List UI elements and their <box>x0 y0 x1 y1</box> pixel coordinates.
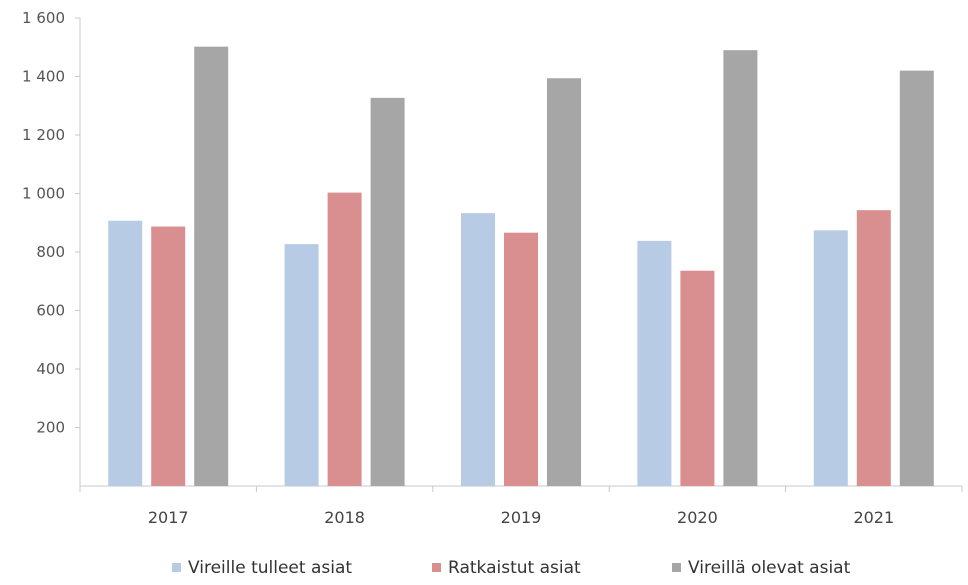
y-axis: 200 400 600 800 1 000 1 200 1 400 1 600 <box>22 9 81 486</box>
legend-item: Vireillä olevat asiat <box>672 558 851 578</box>
bar-2018-series-1 <box>284 244 319 486</box>
x-tick-label: 2020 <box>677 508 718 527</box>
y-tick-label: 1 000 <box>22 185 65 203</box>
legend-item: Ratkaistut asiat <box>432 558 581 578</box>
legend-item: Vireille tulleet asiat <box>172 558 352 578</box>
legend-swatch <box>432 563 441 572</box>
bar-2020-series-2 <box>680 270 715 486</box>
legend: Vireille tulleet asiat Ratkaistut asiat Vi… <box>172 558 851 578</box>
x-tick-label: 2021 <box>853 508 894 527</box>
y-tick-label: 1 400 <box>22 68 65 86</box>
legend-label: Vireille tulleet asiat <box>188 558 352 578</box>
y-tick-label: 200 <box>36 419 65 437</box>
bar-2019-series-1 <box>461 213 495 486</box>
y-tick-label: 1 200 <box>22 126 65 144</box>
legend-label: Vireillä olevat asiat <box>688 558 851 578</box>
bar-2021-series-3 <box>899 70 934 487</box>
legend-swatch <box>172 563 181 572</box>
bars <box>108 46 934 487</box>
bar-2017-series-3 <box>194 46 229 486</box>
x-tick-label: 2018 <box>324 508 365 527</box>
y-tick-label: 1 600 <box>22 9 65 27</box>
y-tick-label: 800 <box>36 243 65 261</box>
x-tick-label: 2019 <box>501 508 542 527</box>
bar-2020-series-1 <box>637 240 672 486</box>
legend-swatch <box>672 563 681 572</box>
bar-2021-series-2 <box>856 210 891 487</box>
bar-2018-series-2 <box>327 192 362 486</box>
x-axis: 2017 2018 2019 2020 2021 <box>79 485 963 527</box>
bar-2021-series-1 <box>813 230 848 486</box>
y-tick-label: 600 <box>36 302 65 320</box>
bar-2017-series-1 <box>108 220 143 486</box>
bar-2019-series-3 <box>547 78 581 486</box>
legend-label: Ratkaistut asiat <box>448 558 581 578</box>
bar-2019-series-2 <box>504 232 538 486</box>
bar-2020-series-3 <box>723 50 758 487</box>
bar-2017-series-2 <box>151 226 186 487</box>
x-tick-label: 2017 <box>148 508 189 527</box>
bar-2018-series-3 <box>370 97 405 486</box>
y-tick-label: 400 <box>36 360 65 378</box>
